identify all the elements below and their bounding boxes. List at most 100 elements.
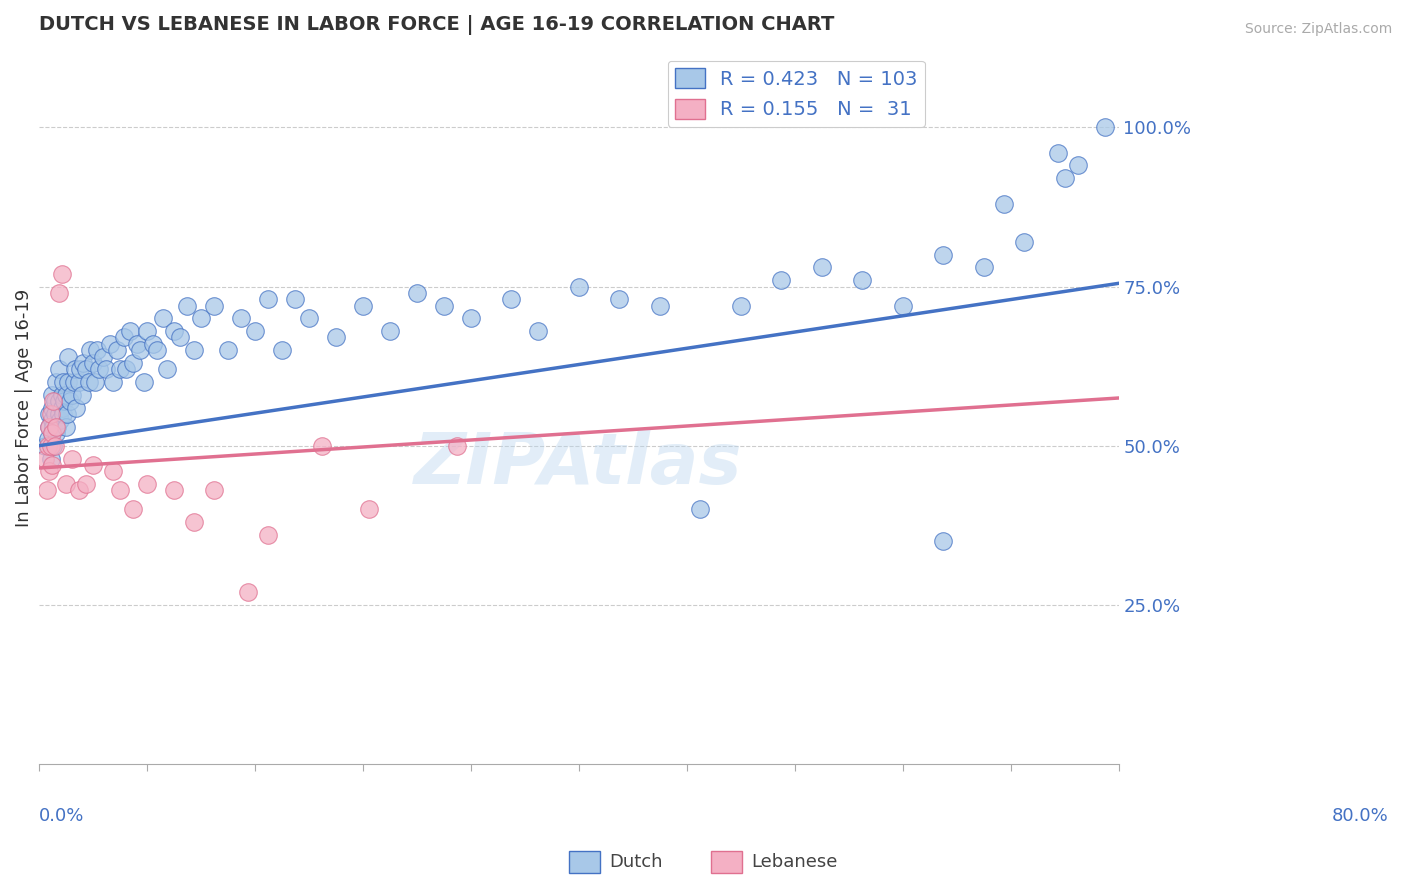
Point — [135, 324, 157, 338]
Point — [217, 343, 239, 358]
Point — [257, 528, 280, 542]
Bar — [711, 851, 742, 873]
Point — [810, 260, 832, 275]
Point — [53, 394, 76, 409]
Point — [229, 311, 252, 326]
Point — [35, 483, 58, 498]
Point — [58, 375, 80, 389]
Point — [993, 196, 1015, 211]
Point — [432, 299, 454, 313]
Point — [162, 483, 184, 498]
Point — [77, 375, 100, 389]
Point — [42, 394, 65, 409]
Point — [41, 388, 63, 402]
Point — [37, 439, 59, 453]
Point — [101, 464, 124, 478]
Point — [1053, 171, 1076, 186]
Point — [648, 299, 671, 313]
Point — [135, 477, 157, 491]
Point — [48, 285, 70, 300]
Point — [1094, 120, 1116, 135]
Point — [352, 299, 374, 313]
Point — [45, 419, 67, 434]
Point — [156, 362, 179, 376]
Point — [44, 407, 66, 421]
Point — [44, 439, 66, 453]
Point — [169, 330, 191, 344]
Point — [932, 534, 955, 549]
Point — [378, 324, 401, 338]
Point — [59, 394, 82, 409]
Point — [82, 458, 104, 472]
Point — [105, 343, 128, 358]
Point — [67, 375, 90, 389]
Point — [82, 356, 104, 370]
Point — [405, 285, 427, 300]
Point — [142, 336, 165, 351]
Point — [38, 407, 60, 421]
Point — [42, 419, 65, 434]
Point — [38, 464, 60, 478]
Point — [607, 292, 630, 306]
Point — [284, 292, 307, 306]
Point — [297, 311, 319, 326]
Point — [39, 451, 62, 466]
Point — [162, 324, 184, 338]
Point — [730, 299, 752, 313]
Point — [75, 362, 97, 376]
Point — [1046, 145, 1069, 160]
Legend: R = 0.423   N = 103, R = 0.155   N =  31: R = 0.423 N = 103, R = 0.155 N = 31 — [668, 61, 925, 127]
Point — [527, 324, 550, 338]
Point — [48, 362, 70, 376]
Point — [243, 324, 266, 338]
Point — [568, 279, 591, 293]
Point — [770, 273, 793, 287]
Point — [51, 388, 73, 402]
Point — [49, 413, 72, 427]
Point — [108, 483, 131, 498]
Point — [75, 477, 97, 491]
Point — [55, 388, 77, 402]
Point — [79, 343, 101, 358]
Point — [176, 299, 198, 313]
Text: 80.0%: 80.0% — [1331, 807, 1389, 825]
Point — [932, 248, 955, 262]
Point — [152, 311, 174, 326]
Point — [311, 439, 333, 453]
Point — [41, 425, 63, 440]
Point — [70, 388, 93, 402]
Text: Lebanese: Lebanese — [751, 854, 838, 871]
Point — [52, 407, 75, 421]
Point — [39, 407, 62, 421]
Y-axis label: In Labor Force | Age 16-19: In Labor Force | Age 16-19 — [15, 288, 32, 526]
Text: Source: ZipAtlas.com: Source: ZipAtlas.com — [1244, 22, 1392, 37]
Point — [359, 502, 381, 516]
Point — [46, 419, 69, 434]
Point — [98, 336, 121, 351]
Point — [202, 483, 225, 498]
Point — [94, 362, 117, 376]
Text: DUTCH VS LEBANESE IN LABOR FORCE | AGE 16-19 CORRELATION CHART: DUTCH VS LEBANESE IN LABOR FORCE | AGE 1… — [38, 15, 834, 35]
Point — [69, 362, 91, 376]
Point — [122, 356, 145, 370]
Point — [48, 394, 70, 409]
Point — [38, 419, 60, 434]
Text: ZIPAtlas: ZIPAtlas — [415, 430, 742, 500]
Point — [120, 324, 142, 338]
Point — [56, 407, 79, 421]
Text: 0.0%: 0.0% — [38, 807, 84, 825]
Point — [190, 311, 212, 326]
Point — [108, 362, 131, 376]
Point — [499, 292, 522, 306]
Point — [62, 375, 84, 389]
Point — [112, 330, 135, 344]
Point — [34, 451, 56, 466]
Point — [45, 375, 67, 389]
Point — [42, 439, 65, 453]
Point — [58, 350, 80, 364]
Text: Dutch: Dutch — [609, 854, 662, 871]
Point — [183, 343, 205, 358]
Point — [973, 260, 995, 275]
Point — [1067, 159, 1090, 173]
Point — [84, 375, 107, 389]
